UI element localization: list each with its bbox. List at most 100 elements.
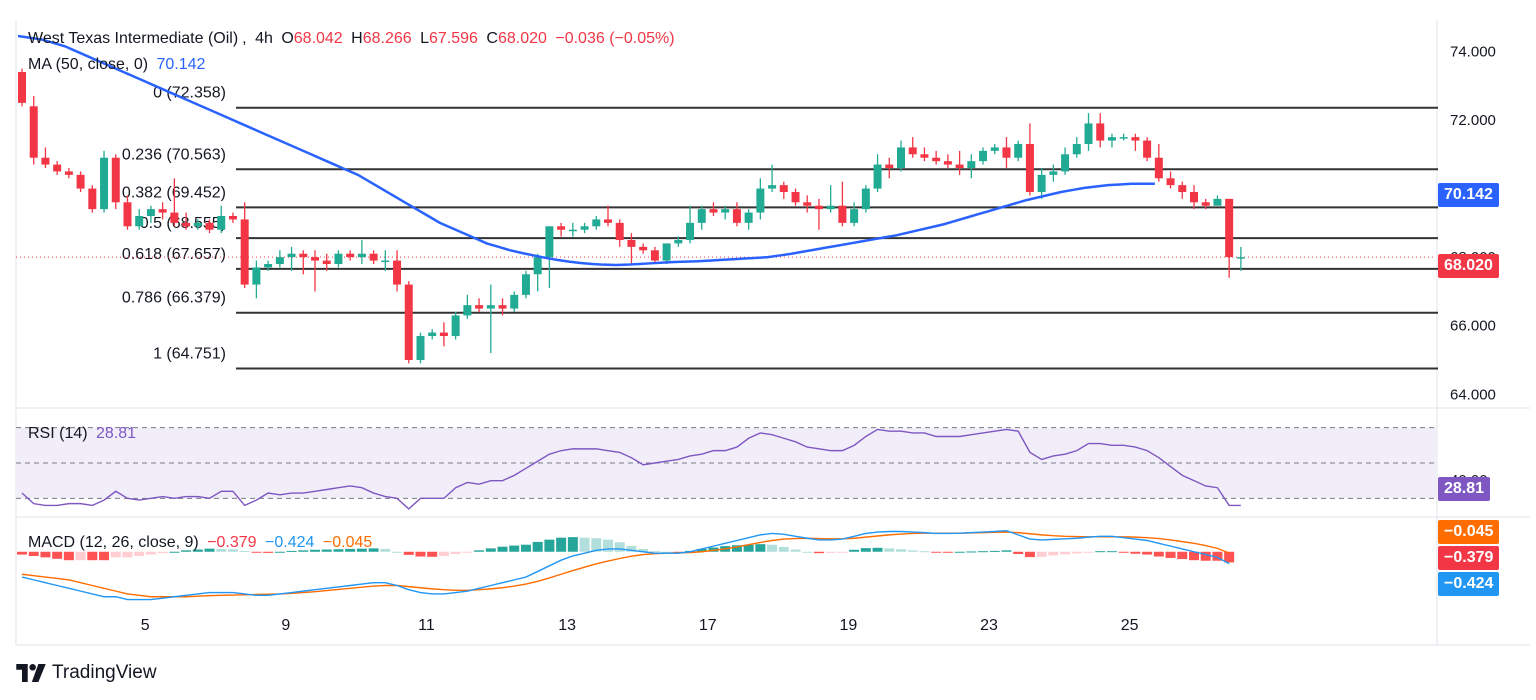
candle-body: [217, 216, 226, 230]
candle-body: [990, 147, 999, 151]
macd-histogram-bar: [1106, 551, 1117, 553]
candle-body: [650, 250, 659, 261]
candle-body: [135, 216, 144, 227]
macd-histogram-bar: [931, 551, 942, 553]
candle-body: [100, 157, 109, 210]
macd-histogram-bar: [462, 551, 473, 553]
candle-body: [357, 253, 366, 258]
macd-histogram-bar: [204, 548, 215, 552]
macd-hist-value: −0.379: [207, 534, 257, 551]
tradingview-logo-icon: [16, 664, 46, 682]
candle-body: [322, 260, 331, 264]
macd-histogram-bar: [1212, 551, 1223, 561]
macd-histogram-bar: [368, 548, 379, 552]
candle-body: [662, 243, 671, 261]
fibonacci-retracement[interactable]: 0 (72.358)0.236 (70.563)0.382 (69.452)0.…: [122, 85, 1438, 370]
candle-body: [920, 154, 929, 158]
macd-line-tag: −0.424: [1438, 572, 1500, 596]
fib-level-label: 1 (64.751): [153, 346, 226, 363]
candle-body: [1037, 174, 1046, 192]
close-value: 68.020: [497, 30, 547, 47]
macd-histogram-bar: [438, 551, 449, 556]
macd-histogram-bar: [181, 550, 192, 552]
macd-histogram-bar: [1118, 551, 1129, 553]
rsi-label: RSI (14): [28, 425, 88, 442]
open-label: O: [281, 30, 294, 47]
macd-line: [21, 529, 1230, 601]
fib-level-label: 0 (72.358): [153, 85, 226, 102]
macd-histogram-bar: [1130, 551, 1141, 554]
candle-body: [709, 209, 718, 213]
candle-body: [861, 188, 870, 210]
candle-body: [346, 253, 355, 258]
macd-histogram-bar: [1189, 551, 1199, 561]
ma-value: 70.142: [156, 56, 206, 73]
macd-histogram-bar: [497, 546, 508, 552]
fib-level-label: 0.786 (66.379): [122, 290, 226, 307]
macd-histogram-bar: [427, 551, 438, 557]
macd-histogram-bar: [239, 550, 250, 552]
macd-histogram-bar: [860, 548, 871, 552]
candle-body: [275, 257, 284, 264]
candle-body: [533, 257, 542, 275]
macd-line-value: −0.424: [265, 534, 315, 551]
macd-histogram-bar: [696, 548, 707, 552]
macd-histogram-bar: [192, 549, 203, 552]
macd-histogram-bar: [626, 545, 637, 552]
macd-histogram-bar: [345, 548, 356, 552]
macd-histogram-bar: [474, 550, 485, 552]
rsi-value-tag: 28.81: [1438, 477, 1491, 501]
macd-signal-line: [21, 531, 1230, 598]
rsi-pane[interactable]: 40.00: [16, 427, 1488, 510]
candle-body: [627, 240, 636, 247]
macd-histogram-bar: [1165, 551, 1176, 558]
time-axis-label: 5: [141, 617, 150, 634]
macd-histogram-bar: [661, 551, 672, 553]
rsi-value: 28.81: [96, 425, 137, 442]
candle-body: [943, 161, 952, 165]
candle-body: [475, 305, 484, 309]
macd-histogram-bar: [134, 551, 145, 556]
candle-body: [979, 150, 988, 162]
price-axis-label: 74.000: [1450, 43, 1496, 60]
macd-histogram-bar: [1200, 551, 1211, 561]
candle-body: [1154, 157, 1163, 179]
candle-body: [697, 209, 706, 223]
macd-pane[interactable]: [17, 529, 1235, 601]
candle-body: [1178, 185, 1187, 192]
macd-histogram-bar: [520, 544, 531, 552]
candle-body: [1143, 140, 1152, 158]
candle-body: [732, 209, 741, 223]
macd-histogram-bar: [28, 551, 39, 556]
macd-histogram-bar: [1095, 551, 1106, 553]
candle-body: [76, 174, 85, 189]
macd-histogram-bar: [579, 537, 590, 552]
candle-body: [193, 222, 202, 227]
candle-body: [299, 253, 308, 258]
macd-histogram-bar: [321, 549, 332, 552]
candle-body: [264, 264, 273, 268]
candle-body: [240, 219, 249, 285]
candle-body: [170, 212, 179, 223]
macd-histogram-bar: [1001, 550, 1012, 552]
macd-histogram-bar: [825, 551, 836, 553]
candle-body: [873, 164, 882, 189]
macd-histogram-bar: [1024, 551, 1035, 558]
macd-histogram-bar: [755, 544, 766, 552]
macd-histogram-bar: [450, 551, 461, 554]
macd-histogram-bar: [286, 550, 297, 552]
candle-body: [557, 226, 566, 230]
candle-body: [791, 192, 800, 203]
macd-histogram-bar: [567, 537, 578, 552]
tradingview-logo[interactable]: TradingView: [16, 662, 157, 684]
macd-histogram-bar: [954, 551, 965, 553]
candle-body: [1190, 192, 1198, 203]
macd-histogram-bar: [989, 550, 1000, 552]
macd-histogram-bar: [1060, 551, 1071, 555]
macd-histogram-bar: [509, 545, 520, 552]
macd-histogram-bar: [919, 551, 930, 553]
candle-body: [123, 202, 132, 227]
candle-body: [768, 185, 777, 189]
high-value: 68.266: [362, 30, 412, 47]
